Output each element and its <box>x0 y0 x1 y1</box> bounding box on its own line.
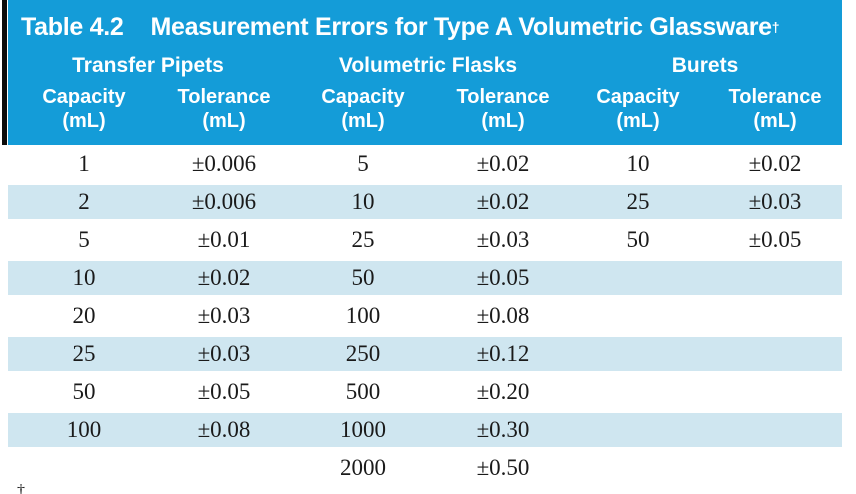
cell-tolerance: ±0.50 <box>476 455 530 480</box>
cell-tolerance: ±0.01 <box>197 227 251 252</box>
table-title: Measurement Errors for Type A Volumetric… <box>150 12 772 41</box>
table-row: 20 ±0.03 100 ±0.08 <box>8 297 842 335</box>
cell-tolerance: ±0.006 <box>191 151 257 176</box>
group-header-burets: Burets <box>671 53 739 77</box>
cell-capacity: 20 <box>72 303 96 328</box>
column-header-row: Capacity (mL) Tolerance (mL) Capacity (m… <box>8 83 842 145</box>
cell-tolerance: ±0.02 <box>748 151 802 176</box>
cell-capacity <box>568 259 708 297</box>
cell-capacity: 5 <box>357 151 369 176</box>
cell-capacity <box>568 449 708 487</box>
cell-tolerance: ±0.006 <box>191 189 257 214</box>
table-row: 2 ±0.006 10 ±0.02 25 ±0.03 <box>8 183 842 221</box>
cell-capacity <box>568 297 708 335</box>
cell-capacity: 25 <box>626 189 650 214</box>
column-header-capacity: Capacity (mL) <box>42 86 126 132</box>
cell-tolerance: ±0.30 <box>476 417 530 442</box>
cell-tolerance: ±0.20 <box>476 379 530 404</box>
column-header-capacity: Capacity (mL) <box>321 86 405 132</box>
cell-capacity: 10 <box>72 265 96 290</box>
cell-capacity: 10 <box>626 151 650 176</box>
cell-capacity: 100 <box>345 303 381 328</box>
table-row: 25 ±0.03 250 ±0.12 <box>8 335 842 373</box>
cell-tolerance: ±0.03 <box>748 189 802 214</box>
table-row: 5 ±0.01 25 ±0.03 50 ±0.05 <box>8 221 842 259</box>
glassware-table: Table 4.2 Measurement Errors for Type A … <box>8 0 842 487</box>
cell-capacity: 50 <box>626 227 650 252</box>
cell-tolerance <box>708 297 842 335</box>
cell-capacity <box>8 449 160 487</box>
table-row: 10 ±0.02 50 ±0.05 <box>8 259 842 297</box>
cell-capacity: 25 <box>72 341 96 366</box>
cell-tolerance <box>708 373 842 411</box>
column-header-capacity: Capacity (mL) <box>596 86 680 132</box>
table-body: 1 ±0.006 5 ±0.02 10 ±0.02 2 ±0.006 10 ±0… <box>8 145 842 487</box>
table-row: 100 ±0.08 1000 ±0.30 <box>8 411 842 449</box>
column-header-tolerance: Tolerance (mL) <box>728 86 822 132</box>
cell-capacity: 5 <box>78 227 90 252</box>
table-row: 2000 ±0.50 <box>8 449 842 487</box>
cell-tolerance: ±0.03 <box>197 303 251 328</box>
cell-capacity: 1 <box>78 151 90 176</box>
left-accent-bar <box>2 0 7 145</box>
cell-tolerance <box>708 411 842 449</box>
cell-tolerance: ±0.03 <box>476 227 530 252</box>
cell-tolerance: ±0.03 <box>197 341 251 366</box>
table-row: 1 ±0.006 5 ±0.02 10 ±0.02 <box>8 145 842 183</box>
group-header-transfer-pipets: Transfer Pipets <box>72 53 224 77</box>
column-header-tolerance: Tolerance (mL) <box>177 86 271 132</box>
group-header-row: Transfer Pipets Volumetric Flasks Burets <box>8 48 842 83</box>
cell-capacity <box>568 373 708 411</box>
cell-capacity: 50 <box>72 379 96 404</box>
table-row: 50 ±0.05 500 ±0.20 <box>8 373 842 411</box>
cell-tolerance: ±0.02 <box>476 151 530 176</box>
cell-capacity: 500 <box>345 379 381 404</box>
cell-capacity: 10 <box>351 189 375 214</box>
cell-tolerance: ±0.08 <box>197 417 251 442</box>
cell-tolerance: ±0.02 <box>476 189 530 214</box>
cell-capacity: 100 <box>66 417 102 442</box>
table-title-row: Table 4.2 Measurement Errors for Type A … <box>21 12 780 41</box>
cell-capacity <box>568 411 708 449</box>
cell-tolerance <box>160 449 288 487</box>
cell-tolerance <box>708 335 842 373</box>
cell-tolerance <box>708 449 842 487</box>
cell-capacity: 2000 <box>340 455 386 480</box>
cell-tolerance: ±0.05 <box>748 227 802 252</box>
cell-tolerance: ±0.02 <box>197 265 251 290</box>
table-header: Table 4.2 Measurement Errors for Type A … <box>8 0 842 145</box>
cell-capacity: 25 <box>351 227 375 252</box>
cell-tolerance: ±0.05 <box>197 379 251 404</box>
cell-tolerance: ±0.05 <box>476 265 530 290</box>
column-header-tolerance: Tolerance (mL) <box>456 86 550 132</box>
footnote-dagger: † <box>17 482 25 494</box>
cell-capacity: 1000 <box>340 417 386 442</box>
cell-tolerance: ±0.12 <box>476 341 530 366</box>
cell-capacity <box>568 335 708 373</box>
cell-capacity: 250 <box>345 341 381 366</box>
cell-capacity: 2 <box>78 189 90 214</box>
cell-tolerance <box>708 259 842 297</box>
table-number-label: Table 4.2 <box>21 12 124 41</box>
cell-capacity: 50 <box>351 265 375 290</box>
cell-tolerance: ±0.08 <box>476 303 530 328</box>
group-header-volumetric-flasks: Volumetric Flasks <box>338 53 518 77</box>
